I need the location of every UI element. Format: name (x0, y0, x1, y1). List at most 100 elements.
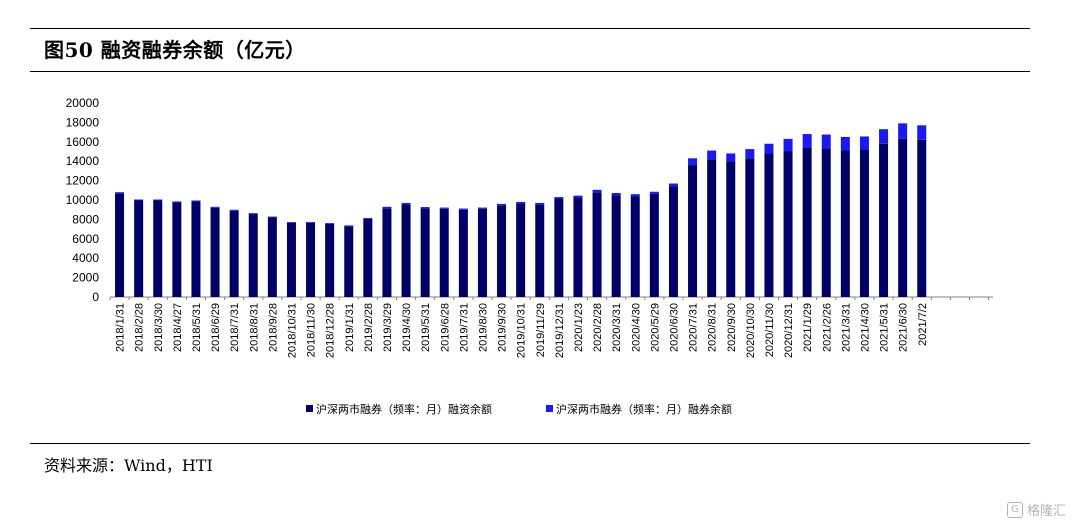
x-tick-label: 2018/7/31 (229, 303, 241, 352)
bar-financing (267, 217, 277, 297)
x-tick-label: 2019/11/29 (535, 303, 547, 357)
bar-financing (573, 197, 583, 297)
bar-financing (420, 208, 430, 297)
bar-financing (821, 148, 831, 297)
y-tick-label: 12000 (66, 174, 100, 188)
bar-financing (879, 143, 889, 297)
x-tick-label: 2018/1/31 (115, 303, 127, 352)
bar-financing (325, 223, 335, 297)
x-tick-label: 2018/2/28 (134, 303, 146, 352)
x-tick-label: 2019/7/31 (458, 303, 470, 352)
bar-securities-lending (458, 208, 468, 210)
bar-securities-lending (191, 200, 201, 202)
x-tick-label: 2021/6/30 (898, 303, 910, 352)
legend: 沪深两市融券（频率：月）融资余额 沪深两市融券（频率：月）融券余额 (306, 402, 732, 416)
x-tick-label: 2018/3/30 (153, 303, 165, 352)
bar-securities-lending (363, 217, 373, 219)
x-tick-label: 2019/8/30 (477, 303, 489, 352)
legend-label-securities-lending: 沪深两市融券（频率：月）融券余额 (556, 402, 732, 416)
bar-financing (917, 139, 927, 297)
bar-financing (115, 193, 125, 297)
x-tick-label: 2020/8/31 (707, 303, 719, 352)
bar-securities-lending (382, 206, 392, 209)
bar-financing (688, 165, 698, 297)
y-tick-label: 4000 (72, 251, 99, 265)
x-tick-label: 2020/4/30 (630, 303, 642, 352)
bar-securities-lending (115, 192, 125, 194)
x-tick-label: 2019/3/29 (382, 303, 394, 352)
bar-securities-lending (821, 134, 831, 149)
y-tick-label: 14000 (66, 154, 100, 168)
bar-securities-lending (668, 183, 678, 187)
bar-financing (401, 204, 411, 297)
y-tick-label: 2000 (72, 271, 99, 285)
x-tick-label: 2019/10/31 (516, 303, 528, 358)
bar-financing (458, 209, 468, 297)
y-axis: 0 2000 4000 6000 8000 10000 12000 14000 16000 180… (66, 96, 100, 304)
bar-financing (248, 214, 258, 297)
bar-financing (344, 226, 354, 297)
x-tick-label: 2019/1/31 (344, 303, 356, 352)
bar-financing (497, 205, 507, 297)
bar-financing (306, 222, 316, 297)
bar-securities-lending (172, 201, 182, 203)
bar-financing (191, 201, 201, 297)
legend-swatch-financing (306, 405, 313, 412)
bar-financing (477, 208, 487, 297)
x-tick-label: 2020/9/30 (726, 303, 738, 352)
bar-securities-lending (917, 125, 927, 140)
bar-financing (840, 150, 850, 297)
bar-financing (649, 193, 659, 297)
x-tick-label: 2019/4/30 (401, 303, 413, 352)
bar-securities-lending (649, 191, 659, 194)
x-tick-label: 2021/2/26 (821, 303, 833, 352)
x-tick-label: 2018/6/29 (210, 303, 222, 352)
x-tick-label: 2018/8/31 (248, 303, 260, 352)
legend-swatch-securities-lending (546, 405, 553, 412)
y-tick-label: 18000 (66, 115, 100, 129)
x-tick-label: 2018/11/30 (306, 303, 318, 357)
y-tick-label: 8000 (72, 212, 99, 226)
bar-securities-lending (726, 153, 736, 162)
bar-securities-lending (745, 149, 755, 159)
bar-financing (134, 200, 144, 297)
bar-financing (898, 138, 908, 297)
x-tick-label: 2019/9/30 (497, 303, 509, 352)
bar-securities-lending (802, 134, 812, 148)
y-tick-label: 0 (92, 290, 99, 304)
x-tick-label: 2020/1/23 (573, 303, 585, 352)
bar-securities-lending (516, 201, 526, 204)
bar-securities-lending (439, 207, 449, 209)
bar-securities-lending (764, 143, 774, 154)
x-tick-label: 2018/12/28 (325, 303, 337, 358)
top-rule (30, 28, 1030, 29)
bar-securities-lending (267, 216, 277, 218)
x-tick-label: 2021/7/2 (917, 303, 929, 346)
bar-financing (210, 207, 220, 297)
x-tick-label: 2018/4/27 (172, 303, 184, 352)
bar-financing (630, 196, 640, 297)
bar-financing (439, 208, 449, 297)
bar-securities-lending (210, 206, 220, 208)
x-tick-label: 2021/1/29 (802, 303, 814, 352)
bar-financing (668, 186, 678, 297)
bar-financing (726, 161, 736, 297)
x-tick-label: 2020/3/31 (611, 303, 623, 352)
bar-financing (859, 149, 869, 297)
bar-securities-lending (630, 194, 640, 197)
x-axis: 2018/1/31 2018/2/28 2018/3/30 2018/4/27 2018… (109, 296, 993, 358)
x-tick-label: 2020/12/31 (783, 303, 795, 358)
source-rule (30, 443, 1030, 444)
x-tick-label: 2019/6/28 (439, 303, 451, 352)
bar-securities-lending (229, 209, 239, 211)
bar-securities-lending (707, 150, 717, 160)
bars (115, 123, 927, 297)
y-tick-label: 6000 (72, 232, 99, 246)
bar-securities-lending (611, 193, 621, 196)
bar-financing (802, 147, 812, 297)
bar-securities-lending (592, 189, 602, 193)
bar-financing (535, 204, 545, 297)
bar-financing (229, 210, 239, 297)
bar-securities-lending (497, 203, 507, 206)
bar-financing (286, 222, 296, 297)
